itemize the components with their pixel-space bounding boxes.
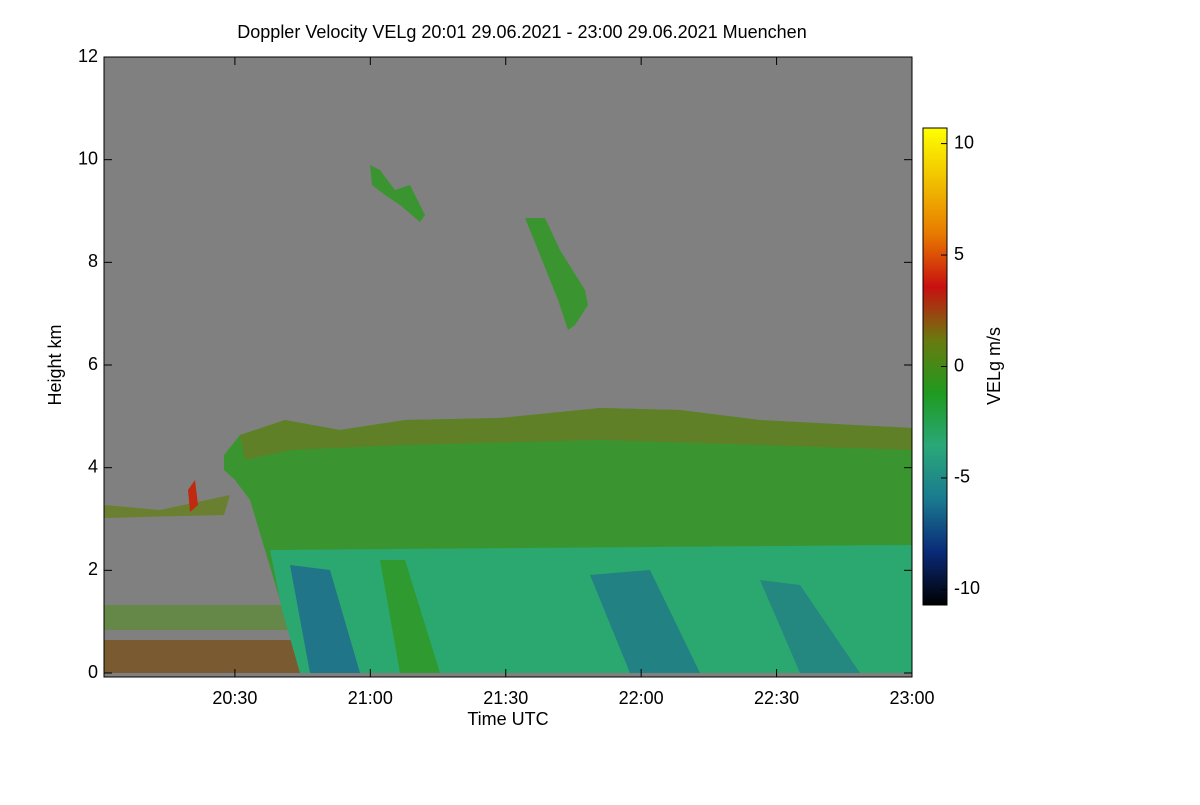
- y-tick-label: 12: [78, 46, 98, 66]
- velocity-field: [104, 165, 912, 673]
- y-axis-label: Height km: [45, 324, 65, 405]
- y-tick-label: 4: [88, 456, 98, 476]
- colorbar-tick-label: -5: [954, 467, 970, 487]
- x-tick-label: 22:00: [619, 688, 664, 708]
- x-tick-label: 20:30: [212, 688, 257, 708]
- colorbar-tick-label: 10: [954, 132, 974, 152]
- colorbar-tick-label: 5: [954, 244, 964, 264]
- x-axis-label: Time UTC: [467, 709, 548, 729]
- x-tick-label: 21:00: [348, 688, 393, 708]
- chart-title: Doppler Velocity VELg 20:01 29.06.2021 -…: [237, 22, 806, 42]
- colorbar-tick-label: -10: [954, 578, 980, 598]
- y-tick-label: 6: [88, 354, 98, 374]
- y-tick-label: 0: [88, 662, 98, 682]
- x-tick-label: 23:00: [889, 688, 934, 708]
- y-tick-label: 8: [88, 251, 98, 271]
- colorbar-tick-label: 0: [954, 355, 964, 375]
- y-tick-label: 10: [78, 148, 98, 168]
- x-tick-label: 21:30: [483, 688, 528, 708]
- x-tick-label: 22:30: [754, 688, 799, 708]
- y-tick-label: 2: [88, 559, 98, 579]
- colorbar-label: VELg m/s: [984, 327, 1004, 405]
- plot-frame: [103, 56, 913, 678]
